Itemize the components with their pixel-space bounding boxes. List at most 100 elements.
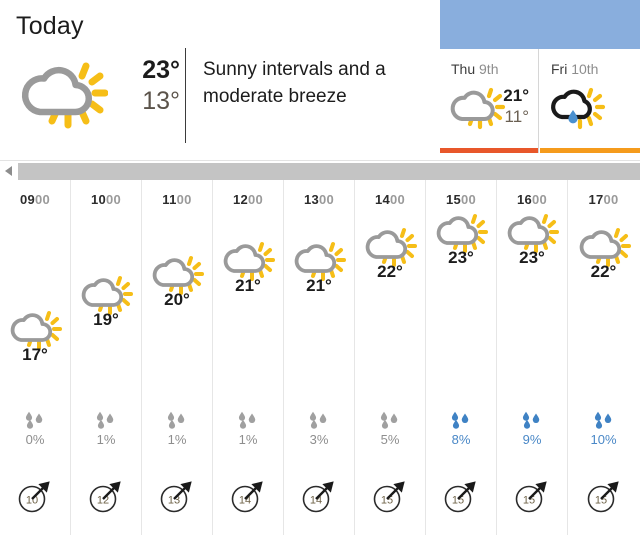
day-low-temp: 11° (504, 107, 529, 126)
hour-label-bold: 17 (588, 192, 604, 207)
chevron-left-icon[interactable] (0, 161, 18, 181)
hour-label: 0900 (0, 192, 70, 207)
hour-column[interactable]: 1100 20° 1% 13 (142, 180, 213, 536)
hour-label: 1100 (142, 192, 212, 207)
wind-arrow-icon: 15 (497, 480, 567, 514)
wind-arrow-icon: 12 (71, 480, 141, 514)
day-name-text: Fri (551, 61, 568, 77)
hour-column[interactable]: 1400 22° 5% 15 (355, 180, 426, 536)
hour-column[interactable]: 1300 21° 3% 14 (284, 180, 355, 536)
sunny-intervals-icon (220, 238, 276, 282)
hour-label: 1700 (568, 192, 639, 207)
precipitation-percent: 3% (309, 432, 329, 447)
raindrop-icon (284, 410, 354, 430)
hour-column[interactable]: 1600 23° 9% 15 (497, 180, 568, 536)
hour-temperature: 21° (235, 276, 261, 295)
wind-arrow-icon: 13 (142, 480, 212, 514)
hour-label-bold: 15 (445, 192, 461, 207)
precipitation-block: 1% (142, 410, 212, 447)
sunny-intervals-icon (149, 252, 205, 296)
hour-label-bold: 16 (516, 192, 532, 207)
hour-label: 1400 (355, 192, 425, 207)
today-temperatures: 23° 13° (120, 55, 180, 117)
precipitation-percent: 9% (522, 432, 542, 447)
day-card-label: Fri 10th (551, 61, 598, 77)
hourly-forecast-grid: 0900 17° 0% 10 1000 19° 1% 12 1100 20° 1% 13 1200 21°… (0, 180, 640, 536)
scrollbar-thumb[interactable] (18, 163, 640, 180)
page-title: Today (16, 12, 84, 40)
hour-temperature: 17° (22, 345, 48, 364)
hour-label: 1300 (284, 192, 354, 207)
wind-arrow-icon: 15 (355, 480, 425, 514)
day-accent-bar (540, 148, 640, 153)
raindrop-icon (213, 410, 283, 430)
sunny-intervals-icon (291, 238, 347, 282)
today-description: Sunny intervals and a moderate breeze (203, 59, 386, 107)
sunny-intervals-icon (7, 307, 63, 351)
sunny-intervals-icon (576, 224, 632, 268)
wind-block: 10 (0, 480, 70, 526)
sunny-intervals-icon (78, 272, 134, 316)
wind-arrow-icon: 10 (0, 480, 70, 514)
raindrop-icon (426, 410, 496, 430)
raindrop-icon (0, 410, 70, 430)
day-card-thursday[interactable]: Thu 9th 21° 11° (440, 49, 539, 153)
today-panel: Today 23° 13° Sunny intervals and a m (0, 0, 437, 162)
hour-label-dim: 00 (532, 192, 548, 207)
horizontal-scrollbar[interactable] (0, 160, 640, 181)
hour-column[interactable]: 1200 21° 1% 14 (213, 180, 284, 536)
wind-arrow-icon: 14 (284, 480, 354, 514)
precipitation-percent: 1% (167, 432, 187, 447)
today-high-temp: 23° (142, 56, 180, 84)
hour-temperature: 23° (448, 248, 474, 267)
precipitation-block: 5% (355, 410, 425, 447)
precipitation-block: 0% (0, 410, 70, 447)
precipitation-percent: 1% (238, 432, 258, 447)
hour-label-bold: 14 (374, 192, 390, 207)
hour-label-dim: 00 (35, 192, 51, 207)
sunny-showers-icon (546, 83, 606, 131)
hour-column[interactable]: 1700 22° 10% 15 (568, 180, 639, 536)
precipitation-block: 10% (568, 410, 639, 447)
hour-label-dim: 00 (106, 192, 122, 207)
precipitation-block: 9% (497, 410, 567, 447)
hour-label-bold: 09 (19, 192, 35, 207)
sunny-intervals-icon (362, 224, 418, 268)
hour-label-bold: 11 (162, 192, 177, 207)
hour-label: 1500 (426, 192, 496, 207)
hour-column[interactable]: 1000 19° 1% 12 (71, 180, 142, 536)
wind-arrow-icon: 15 (426, 480, 496, 514)
forecast-summary-area: Today 23° 13° Sunny intervals and a m (0, 0, 640, 162)
raindrop-icon (497, 410, 567, 430)
day-date-text: 10th (571, 61, 599, 77)
precipitation-block: 3% (284, 410, 354, 447)
today-low-temp: 13° (142, 87, 180, 115)
hour-temperature: 22° (377, 262, 403, 281)
hour-label-bold: 13 (303, 192, 319, 207)
hour-label: 1000 (71, 192, 141, 207)
hour-temperature: 20° (164, 290, 190, 309)
header-band (440, 0, 640, 49)
precipitation-percent: 0% (25, 432, 45, 447)
raindrop-icon (71, 410, 141, 430)
hour-temperature: 21° (306, 276, 332, 295)
day-name-text: Thu (451, 61, 476, 77)
sunny-intervals-icon (446, 83, 506, 131)
hour-column[interactable]: 0900 17° 0% 10 (0, 180, 71, 536)
wind-block: 15 (497, 480, 567, 526)
wind-block: 13 (142, 480, 212, 526)
precipitation-percent: 10% (590, 432, 617, 447)
day-card-friday[interactable]: Fri 10th (540, 49, 640, 153)
hour-temperature: 19° (93, 310, 119, 329)
day-date-text: 9th (479, 61, 499, 77)
sunny-intervals-icon (14, 55, 109, 131)
hour-label: 1600 (497, 192, 567, 207)
hour-label-dim: 00 (603, 192, 619, 207)
hour-label-dim: 00 (248, 192, 264, 207)
precipitation-percent: 8% (451, 432, 471, 447)
hour-label-bold: 12 (232, 192, 248, 207)
wind-block: 15 (355, 480, 425, 526)
hour-column[interactable]: 1500 23° 8% 15 (426, 180, 497, 536)
hour-label-dim: 00 (176, 192, 192, 207)
precipitation-percent: 1% (96, 432, 116, 447)
